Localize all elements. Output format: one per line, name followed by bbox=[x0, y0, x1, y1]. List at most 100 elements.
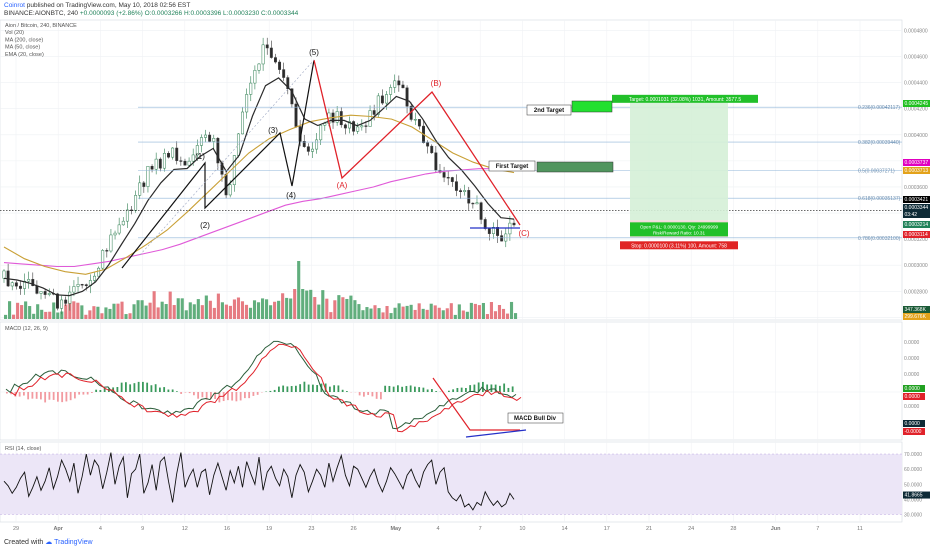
macd-hist-bar bbox=[490, 384, 493, 392]
volume-badge: 347.368K bbox=[905, 307, 927, 313]
x-tick-label: 24 bbox=[688, 526, 694, 532]
x-tick-label: 16 bbox=[224, 526, 230, 532]
candle-body bbox=[84, 284, 88, 287]
macd-hist-bar bbox=[91, 392, 93, 393]
macd-badge: 0.0000 bbox=[905, 421, 921, 427]
stop-label: Stop: 0.0000100 (3.11%) 100, Amount: 758 bbox=[631, 243, 727, 249]
volume-bar bbox=[172, 305, 176, 319]
volume-bar bbox=[345, 298, 349, 319]
volume-bar bbox=[325, 298, 329, 319]
macd-hist-bar bbox=[507, 387, 510, 392]
macd-y-tick: 0.0000 bbox=[904, 372, 920, 378]
candle-body bbox=[64, 299, 68, 304]
candle-body bbox=[282, 69, 286, 78]
macd-hist-bar bbox=[460, 387, 463, 392]
macd-hist-bar bbox=[57, 392, 59, 402]
ohlc-value: H:0.0003396 bbox=[183, 10, 224, 17]
volume-bar bbox=[441, 310, 445, 319]
target-label: Target: 0.0001031 (32.08%) 1031, Amount:… bbox=[629, 97, 742, 103]
candle-body bbox=[23, 280, 27, 289]
macd-hist-bar bbox=[333, 385, 336, 392]
macd-hist-bar bbox=[180, 392, 183, 394]
volume-bar bbox=[453, 314, 457, 319]
volume-bar bbox=[64, 304, 68, 319]
candle-body bbox=[2, 270, 6, 279]
macd-hist-bar bbox=[235, 392, 238, 402]
volume-bar bbox=[40, 309, 44, 319]
macd-hist-bar bbox=[244, 392, 246, 399]
wave-label: (3) bbox=[268, 126, 278, 135]
macd-title: MACD (12, 26, 9) bbox=[5, 326, 48, 332]
candle-body bbox=[97, 267, 101, 277]
candle-body bbox=[286, 77, 290, 90]
candle-body bbox=[491, 227, 495, 234]
second-target-text: 2nd Target bbox=[534, 108, 564, 114]
volume-bar bbox=[28, 306, 32, 319]
x-tick-label: Jun bbox=[771, 526, 781, 532]
price-badge: 0.0003737 bbox=[905, 160, 929, 166]
volume-bar bbox=[341, 297, 345, 319]
macd-hist-bar bbox=[61, 392, 64, 403]
chart-canvas[interactable]: 0.00048000.00046000.00044000.00042000.00… bbox=[0, 0, 932, 538]
volume-bar bbox=[144, 305, 148, 319]
wave-label: (4) bbox=[286, 191, 296, 200]
macd-hist-bar bbox=[82, 392, 85, 395]
open-pl-label: Open P&L: 0.0000130, Qty: 24999999 bbox=[640, 224, 719, 229]
macd-hist-bar bbox=[486, 384, 489, 392]
macd-badge-box bbox=[903, 393, 925, 400]
wave-label: (A) bbox=[337, 181, 348, 190]
volume-bar bbox=[152, 291, 156, 319]
ohlc-value: +0.0000093 (+2.86%) bbox=[79, 10, 145, 17]
candle-body bbox=[183, 160, 187, 166]
volume-bar bbox=[489, 302, 494, 319]
volume-bar bbox=[116, 303, 120, 319]
candle-body bbox=[191, 154, 195, 162]
candle-body bbox=[306, 146, 310, 152]
volume-bar bbox=[96, 306, 100, 319]
macd-hist-bar bbox=[303, 381, 306, 392]
macd-hist-bar bbox=[167, 389, 170, 392]
volume-bar bbox=[220, 302, 224, 319]
macd-signal-line bbox=[10, 343, 522, 433]
tradingview-brand[interactable]: TradingView bbox=[54, 539, 93, 546]
candle-body bbox=[35, 285, 39, 294]
candle-body bbox=[500, 235, 504, 242]
candle-body bbox=[216, 137, 220, 164]
candle-body bbox=[212, 137, 216, 142]
candle-body bbox=[393, 80, 397, 88]
author-link[interactable]: Coinrot bbox=[4, 2, 25, 9]
legend-entry: EMA (20, close) bbox=[5, 52, 44, 58]
corrective-wave-line bbox=[313, 59, 521, 226]
candle-body bbox=[14, 282, 18, 287]
volume-badge-box bbox=[903, 313, 930, 320]
volume-bar bbox=[256, 302, 261, 319]
volume-bar bbox=[108, 308, 112, 319]
volume-bar bbox=[244, 304, 249, 319]
macd-hist-bar bbox=[218, 392, 221, 403]
volume-bar bbox=[425, 309, 429, 319]
macd-hist-bar bbox=[435, 391, 438, 392]
ema20-line bbox=[3, 77, 515, 297]
candle-body bbox=[187, 160, 191, 166]
candle-body bbox=[315, 139, 319, 150]
candle-body bbox=[154, 158, 158, 170]
volume-bar bbox=[104, 307, 108, 319]
macd-line bbox=[5, 340, 517, 430]
ohlc-value: O:0.0003266 bbox=[144, 10, 184, 17]
macd-hist-bar bbox=[422, 387, 425, 392]
ohlc-value: L:0.0003230 bbox=[223, 10, 261, 17]
volume-bar bbox=[445, 308, 449, 319]
volume-bar bbox=[461, 310, 465, 319]
candle-body bbox=[175, 147, 179, 161]
y-tick-label: 0.0002800 bbox=[904, 289, 928, 295]
macd-hist-bar bbox=[133, 383, 136, 392]
volume-bar bbox=[373, 305, 377, 319]
volume-bar bbox=[12, 314, 16, 319]
macd-hist-bar bbox=[184, 392, 187, 393]
x-tick-label: 29 bbox=[13, 526, 19, 532]
macd-hist-bar bbox=[129, 384, 132, 392]
candle-body bbox=[146, 166, 150, 187]
candle-body bbox=[121, 220, 125, 226]
price-badge-box bbox=[903, 167, 930, 174]
volume-bar bbox=[409, 304, 413, 319]
